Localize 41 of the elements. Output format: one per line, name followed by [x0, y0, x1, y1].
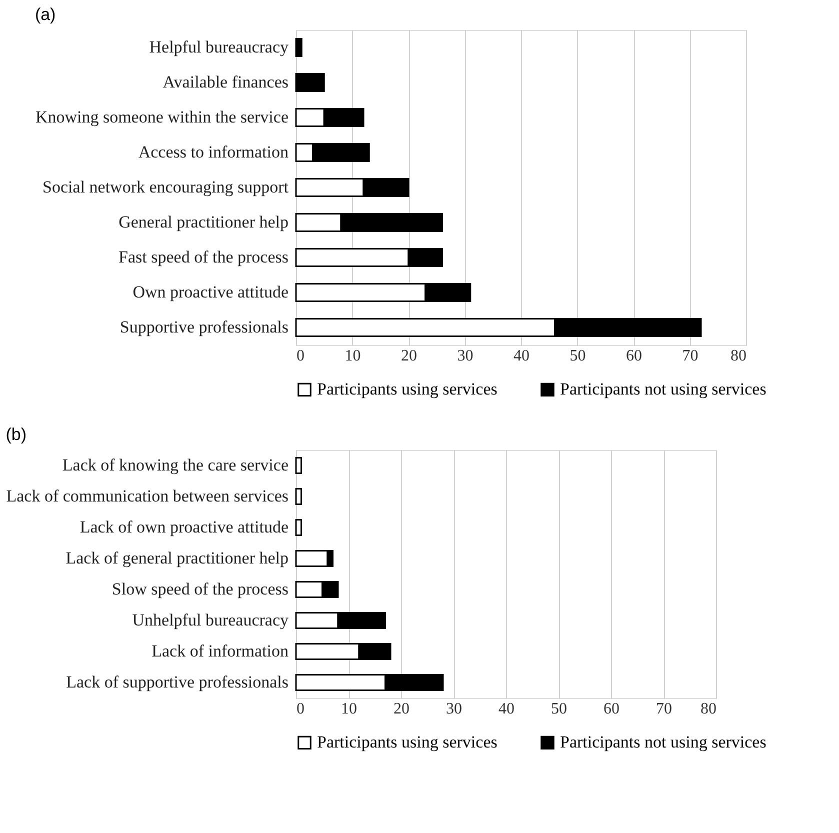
x-tick-label: 30: [446, 700, 462, 718]
legend-label: Participants not using services: [560, 732, 766, 752]
x-tick-label: 60: [626, 348, 642, 364]
y-tick-label: Lack of knowing the care service: [62, 456, 288, 474]
y-tick-label: Lack of communication between services: [6, 486, 288, 506]
y-tick-label: Lack of own proactive attitude: [80, 518, 288, 536]
x-tick-label: 10: [341, 700, 357, 718]
y-tick-label: Lack of information: [152, 642, 289, 660]
y-tick-label: Helpful bureaucracy: [149, 38, 289, 56]
x-tick-label: 40: [498, 700, 514, 718]
x-tick-label: 70: [682, 348, 698, 364]
legend-label: Participants using services: [317, 380, 498, 399]
y-tick-label: Slow speed of the process: [112, 580, 288, 598]
y-tick-label: Own proactive attitude: [132, 282, 288, 302]
y-tick-label: Social network encouraging support: [42, 178, 289, 196]
x-tick-label: 20: [394, 700, 410, 718]
x-tick-label: 60: [604, 700, 620, 718]
text: (a): [34, 5, 56, 24]
y-tick-label: Supportive professionals: [120, 318, 288, 336]
text: (b): [6, 425, 27, 444]
x-tick-label: 80: [730, 348, 746, 364]
y-tick-label: Unhelpful bureaucracy: [132, 610, 289, 630]
legend-label: Participants not using services: [560, 380, 766, 399]
x-tick-label: 80: [700, 700, 716, 718]
x-tick-label: 70: [656, 700, 672, 718]
y-tick-label: Knowing someone within the service: [35, 108, 288, 126]
y-tick-label: Fast speed of the process: [118, 248, 288, 266]
y-tick-label: Lack of general practitioner help: [66, 548, 288, 568]
x-tick-label: 40: [514, 348, 530, 364]
y-tick-label: General practitioner help: [118, 212, 288, 232]
y-tick-label: Lack of supportive professionals: [66, 672, 288, 692]
y-tick-label: Available finances: [162, 72, 288, 92]
x-tick-label: 0: [296, 700, 304, 718]
x-tick-label: 30: [457, 348, 474, 364]
x-tick-label: 0: [296, 348, 304, 364]
x-tick-label: 10: [344, 348, 361, 364]
x-tick-label: 20: [401, 348, 417, 364]
x-tick-label: 50: [570, 348, 586, 364]
y-tick-label: Access to information: [138, 142, 289, 162]
x-tick-label: 50: [551, 700, 567, 718]
legend-label: Participants using services: [317, 732, 498, 752]
